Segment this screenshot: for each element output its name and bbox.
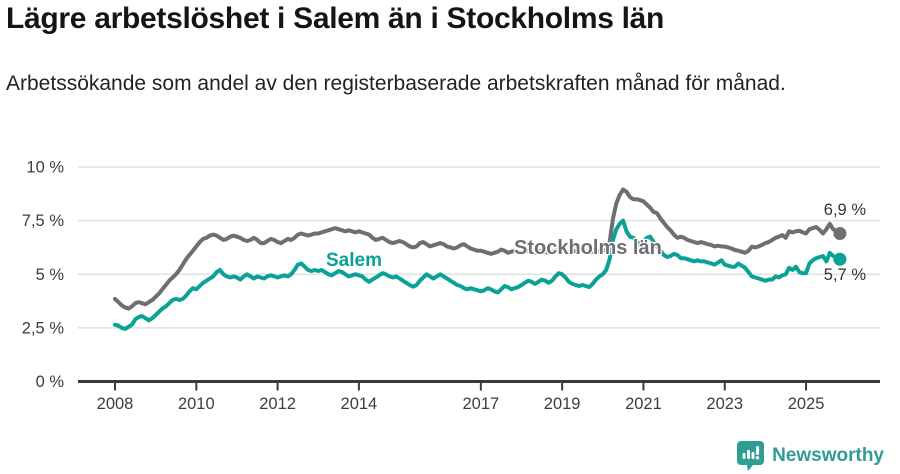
x-tick-label: 2017 bbox=[462, 395, 499, 413]
x-tick-label: 2008 bbox=[97, 395, 134, 413]
end-value-salem: 5,7 % bbox=[823, 266, 866, 284]
series-label-stockholms-lan: Stockholms län bbox=[514, 237, 662, 259]
brand-footer: Newsworthy bbox=[737, 441, 884, 471]
x-tick-label: 2014 bbox=[341, 395, 378, 413]
brand-name: Newsworthy bbox=[772, 445, 884, 466]
y-tick-label: 2,5 % bbox=[22, 319, 65, 337]
x-tick-label: 2012 bbox=[259, 395, 296, 413]
y-tick-label: 0 % bbox=[36, 373, 65, 391]
series-label-salem: Salem bbox=[326, 250, 382, 271]
y-tick-label: 5 % bbox=[36, 266, 65, 284]
x-tick-label: 2023 bbox=[706, 395, 743, 413]
x-tick-label: 2019 bbox=[544, 395, 581, 413]
chart-subtitle: Arbetssökande som andel av den registerb… bbox=[6, 72, 786, 95]
x-tick-label: 2021 bbox=[625, 395, 662, 413]
end-dot-salem bbox=[833, 252, 847, 266]
newsworthy-logo-icon bbox=[737, 441, 765, 471]
x-tick-label: 2010 bbox=[178, 395, 215, 413]
y-tick-label: 7,5 % bbox=[22, 212, 65, 230]
end-dot-stockholms-lan bbox=[833, 226, 847, 240]
x-tick-label: 2025 bbox=[788, 395, 825, 413]
end-value-stockholms-lan: 6,9 % bbox=[823, 201, 866, 219]
line-stockholms-lan bbox=[113, 187, 842, 311]
line-salem bbox=[113, 218, 842, 331]
y-tick-label: 10 % bbox=[26, 159, 64, 177]
page-title: Lägre arbetslöshet i Salem än i Stockhol… bbox=[6, 2, 665, 35]
